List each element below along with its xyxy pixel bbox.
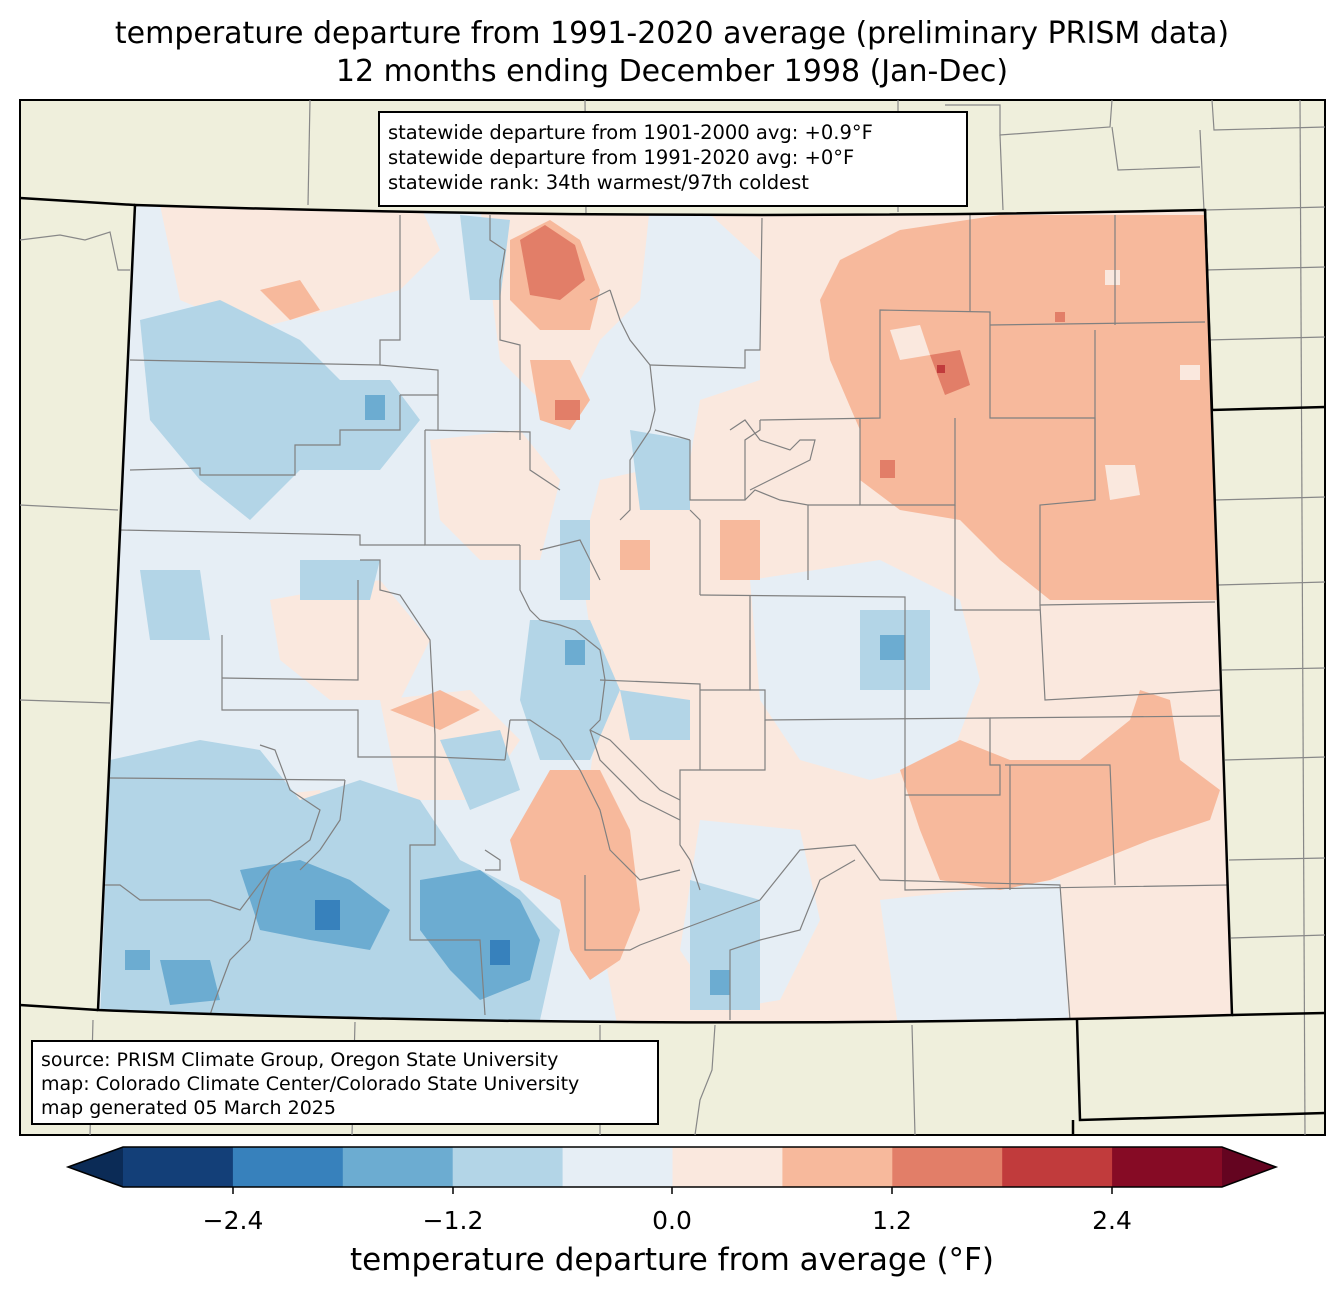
warm-1.2-1.8-areas <box>520 225 1065 478</box>
colorbar-tick-label: 0.0 <box>652 1206 692 1235</box>
colorbar-bin <box>1112 1147 1223 1187</box>
colorbar-bin <box>123 1147 234 1187</box>
colorbar-tick-label: −2.4 <box>202 1206 264 1235</box>
stats-line-1991-2020: statewide departure from 1991-2020 avg: … <box>388 146 855 169</box>
colorbar-bin <box>232 1147 344 1187</box>
colorbar-under-arrow <box>68 1147 123 1187</box>
colorbar-bin <box>892 1147 1003 1187</box>
colorbar-bin <box>562 1147 673 1187</box>
map-subtitle: 12 months ending December 1998 (Jan-Dec) <box>335 54 1009 89</box>
colorado-state-border <box>96 203 1234 1024</box>
map-title: temperature departure from 1991-2020 ave… <box>114 16 1230 51</box>
colorbar-tick-label: 1.2 <box>872 1206 912 1235</box>
colorbar-bin <box>452 1147 564 1187</box>
county-lines <box>105 215 1231 1021</box>
colorbar-outline <box>65 1146 1279 1188</box>
colorbar-over-arrow <box>1222 1147 1276 1187</box>
colorbar-bin <box>672 1147 783 1187</box>
cool-1.8-2.4-areas <box>315 900 510 965</box>
colorbar-bin <box>782 1147 893 1187</box>
statewide-stats-box: statewide departure from 1901-2000 avg: … <box>378 111 968 207</box>
colorbar-tick-label: 2.4 <box>1092 1206 1132 1235</box>
source-line-map: map: Colorado Climate Center/Colorado St… <box>41 1073 580 1095</box>
colorbar-tick-label: −1.2 <box>422 1206 484 1235</box>
temperature-departure-field <box>98 205 1232 1023</box>
colorbar-bin <box>1002 1147 1113 1187</box>
source-line-data: source: PRISM Climate Group, Oregon Stat… <box>41 1049 559 1071</box>
warm-pocket-areas <box>890 270 1200 500</box>
neighbor-county-lines <box>19 99 1326 1136</box>
warm-1.8-2.4-areas <box>937 365 945 373</box>
stats-line-1901-2000: statewide departure from 1901-2000 avg: … <box>388 121 873 144</box>
stats-line-rank: statewide rank: 34th warmest/97th coldes… <box>388 171 809 194</box>
colorbar-bin <box>342 1147 454 1187</box>
colorbar <box>65 1146 1279 1194</box>
source-line-generated: map generated 05 March 2025 <box>41 1097 336 1119</box>
colorbar-label: temperature departure from average (°F) <box>350 1242 994 1278</box>
source-box: source: PRISM Climate Group, Oregon Stat… <box>31 1040 659 1125</box>
